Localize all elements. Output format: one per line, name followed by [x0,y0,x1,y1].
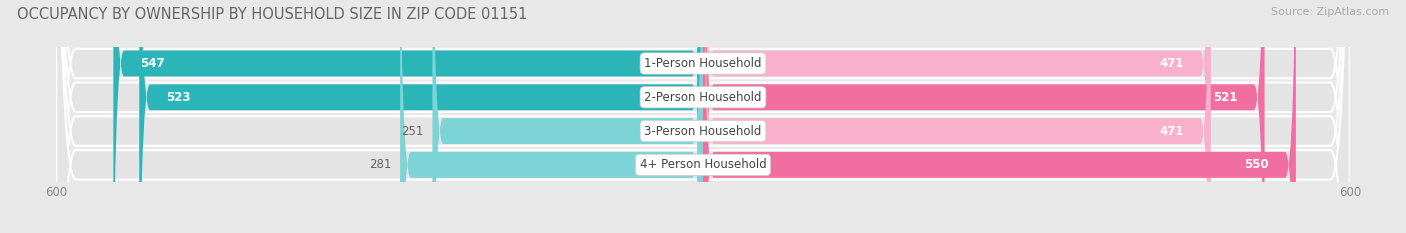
Text: 471: 471 [1160,125,1184,137]
FancyBboxPatch shape [703,0,1211,233]
FancyBboxPatch shape [56,0,1350,233]
FancyBboxPatch shape [433,0,703,233]
Text: 4+ Person Household: 4+ Person Household [640,158,766,171]
Text: 523: 523 [166,91,191,104]
FancyBboxPatch shape [139,0,703,233]
Text: 2-Person Household: 2-Person Household [644,91,762,104]
Text: OCCUPANCY BY OWNERSHIP BY HOUSEHOLD SIZE IN ZIP CODE 01151: OCCUPANCY BY OWNERSHIP BY HOUSEHOLD SIZE… [17,7,527,22]
FancyBboxPatch shape [56,0,1350,233]
Text: 1-Person Household: 1-Person Household [644,57,762,70]
Text: 547: 547 [141,57,165,70]
Text: 471: 471 [1160,57,1184,70]
FancyBboxPatch shape [401,0,703,233]
Text: Source: ZipAtlas.com: Source: ZipAtlas.com [1271,7,1389,17]
Text: 550: 550 [1244,158,1268,171]
Text: 521: 521 [1213,91,1237,104]
Text: 251: 251 [402,125,423,137]
FancyBboxPatch shape [56,0,1350,233]
FancyBboxPatch shape [114,0,703,233]
FancyBboxPatch shape [703,0,1296,233]
FancyBboxPatch shape [56,0,1350,233]
FancyBboxPatch shape [703,0,1264,233]
FancyBboxPatch shape [703,0,1211,233]
Text: 281: 281 [370,158,391,171]
Text: 3-Person Household: 3-Person Household [644,125,762,137]
